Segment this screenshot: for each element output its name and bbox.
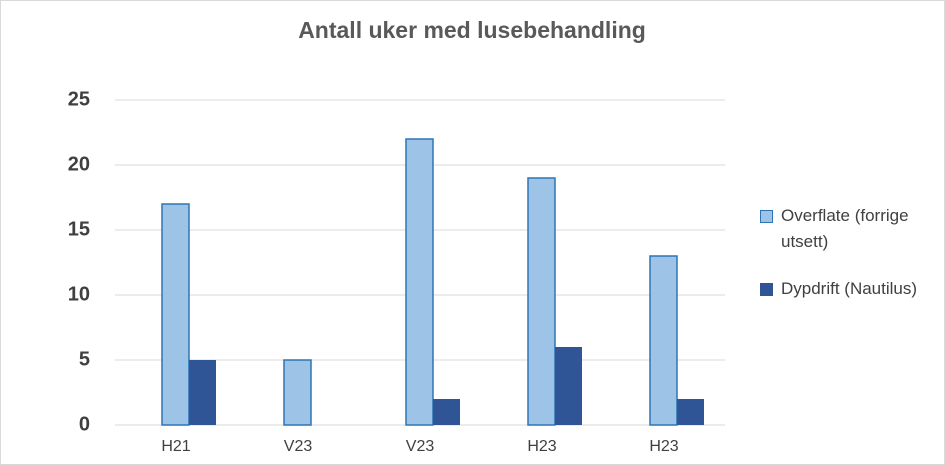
bar	[649, 255, 678, 426]
bar	[555, 347, 582, 425]
y-tick-label: 0	[79, 413, 90, 435]
y-tick-label: 15	[68, 218, 90, 240]
y-tick-label: 10	[68, 283, 90, 305]
bar	[433, 399, 460, 425]
legend-label: Overflate (forrige utsett)	[781, 206, 909, 251]
y-tick-label: 25	[68, 88, 90, 110]
bar	[527, 177, 556, 426]
bar	[189, 360, 216, 425]
bar	[677, 399, 704, 425]
legend-item: Dypdrift (Nautilus)	[760, 276, 940, 302]
y-tick-label: 5	[79, 348, 90, 370]
bar	[405, 138, 434, 426]
x-tick-label: V23	[406, 438, 435, 455]
legend-label: Dypdrift (Nautilus)	[781, 279, 918, 298]
chart-title: Antall uker med lusebehandling	[298, 17, 646, 43]
x-tick-label: H21	[161, 438, 190, 455]
y-tick-label: 20	[68, 153, 90, 175]
x-tick-label: V23	[284, 438, 313, 455]
bar	[283, 359, 312, 426]
bar	[161, 203, 190, 426]
legend-swatch	[760, 210, 773, 223]
x-tick-label: H23	[527, 438, 556, 455]
legend-item: Overflate (forrige utsett)	[760, 203, 940, 255]
legend-swatch	[760, 283, 773, 296]
x-tick-label: H23	[649, 438, 678, 455]
